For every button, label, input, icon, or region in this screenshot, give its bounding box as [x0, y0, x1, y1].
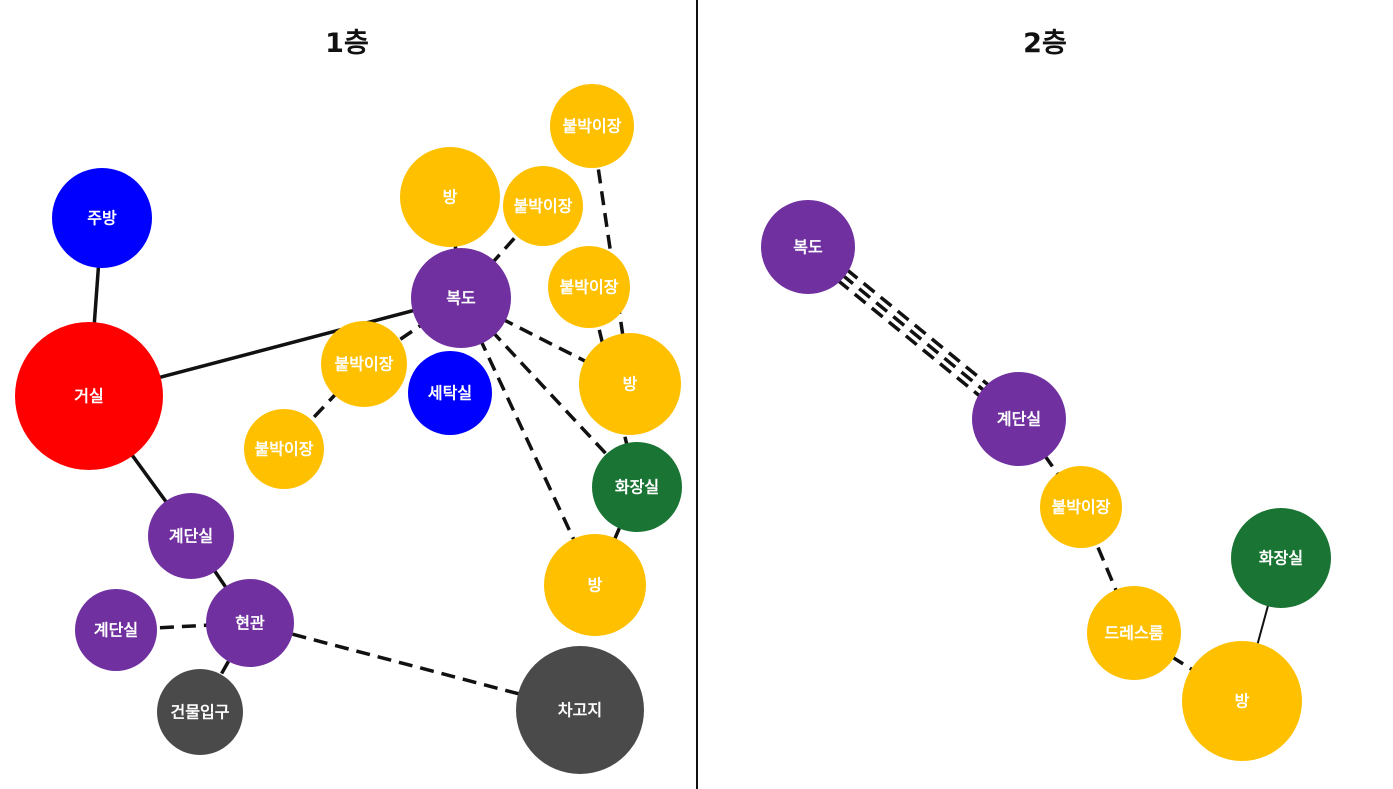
node-circle	[75, 589, 157, 671]
node-entrance: 현관	[206, 579, 294, 667]
node-stair2: 계단실	[972, 372, 1066, 466]
node-bath: 화장실	[592, 442, 682, 532]
node-circle	[1087, 586, 1181, 680]
node-label: 붙박이장	[563, 117, 622, 136]
floor2-edges	[802, 240, 1282, 703]
node-garage: 차고지	[516, 646, 644, 774]
node-stair_b: 계단실	[75, 589, 157, 671]
node-label: 화장실	[1259, 549, 1303, 568]
node-circle	[1040, 466, 1122, 548]
edge-entrance-garage	[249, 621, 581, 712]
node-circle	[544, 534, 646, 636]
node-label: 방	[588, 576, 603, 595]
node-label: 복도	[446, 289, 476, 308]
node-circle	[157, 669, 243, 755]
node-circle	[15, 322, 163, 470]
node-label: 현관	[235, 614, 265, 633]
node-circle	[516, 646, 644, 774]
node-room_a: 방	[400, 147, 500, 247]
floor2-title: 2층	[1023, 28, 1067, 59]
node-label: 방	[623, 375, 638, 394]
node-label: 화장실	[615, 478, 659, 497]
node-label: 주방	[87, 209, 117, 228]
node-circle	[548, 246, 630, 328]
node-label: 붙박이장	[1052, 498, 1111, 517]
node-label: 거실	[74, 387, 103, 406]
node-label: 방	[443, 188, 458, 207]
node-label: 계단실	[169, 527, 213, 546]
node-bath2: 화장실	[1231, 508, 1331, 608]
node-living: 거실	[15, 322, 163, 470]
node-label: 붙박이장	[335, 355, 394, 374]
node-label: 붙박이장	[255, 440, 314, 459]
node-label: 세탁실	[428, 384, 472, 403]
node-label: 복도	[793, 238, 823, 257]
node-circle	[579, 333, 681, 435]
node-circle	[321, 321, 407, 407]
node-circle	[408, 351, 492, 435]
node-label: 건물입구	[171, 703, 230, 722]
node-closet_a: 붙박이장	[244, 409, 324, 489]
node-label: 방	[1235, 692, 1250, 711]
node-circle	[400, 147, 500, 247]
node-kitchen: 주방	[52, 168, 152, 268]
node-hall2: 복도	[761, 200, 855, 294]
node-label: 붙박이장	[514, 197, 573, 216]
node-circle	[972, 372, 1066, 466]
node-room2: 방	[1182, 641, 1302, 761]
node-closet_d: 붙박이장	[550, 84, 634, 168]
node-circle	[1231, 508, 1331, 608]
node-circle	[550, 84, 634, 168]
node-dress: 드레스룸	[1087, 586, 1181, 680]
node-circle	[411, 248, 511, 348]
node-stair_a: 계단실	[148, 493, 234, 579]
node-label: 계단실	[997, 410, 1041, 429]
edge-hall-room_c	[459, 297, 597, 586]
node-room_c: 방	[544, 534, 646, 636]
node-circle	[1182, 641, 1302, 761]
node-label: 드레스룸	[1105, 624, 1164, 643]
node-closet2: 붙박이장	[1040, 466, 1122, 548]
node-closet_b: 붙박이장	[321, 321, 407, 407]
node-circle	[148, 493, 234, 579]
node-circle	[52, 168, 152, 268]
edge-entrance-bldg_entry	[198, 622, 252, 713]
node-label: 차고지	[558, 701, 602, 720]
node-hall: 복도	[411, 248, 511, 348]
node-circle	[244, 409, 324, 489]
node-laundry: 세탁실	[408, 351, 492, 435]
node-circle	[761, 200, 855, 294]
node-circle	[592, 442, 682, 532]
node-label: 붙박이장	[560, 278, 619, 297]
node-bldg_entry: 건물입구	[157, 669, 243, 755]
node-room_b: 방	[579, 333, 681, 435]
floor1-title: 1층	[325, 28, 369, 59]
node-label: 계단실	[94, 621, 138, 640]
edge-hall-room_a	[448, 196, 463, 299]
node-circle	[206, 579, 294, 667]
node-circle	[503, 166, 583, 246]
node-closet_e: 붙박이장	[548, 246, 630, 328]
node-closet_c: 붙박이장	[503, 166, 583, 246]
